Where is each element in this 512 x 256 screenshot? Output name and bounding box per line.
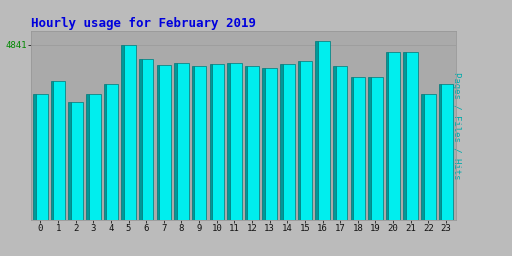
Bar [53,81,66,220]
Bar [139,59,142,220]
Bar [403,52,406,220]
Bar [69,102,71,220]
Bar [280,63,283,220]
Bar [51,81,53,220]
Bar [142,59,154,220]
Bar [441,84,453,220]
Bar [301,61,312,220]
Bar [389,52,400,220]
Bar [371,77,382,220]
Bar [386,52,389,220]
Bar [227,63,230,220]
Bar [159,65,171,220]
Bar [318,41,330,220]
Bar [192,66,195,220]
Bar [263,68,265,220]
Bar [335,66,348,220]
Bar [106,84,118,220]
Text: Hourly usage for February 2019: Hourly usage for February 2019 [31,17,255,29]
Bar [283,63,294,220]
Bar [230,63,242,220]
Bar [157,65,159,220]
Bar [351,77,353,220]
Bar [265,68,277,220]
Bar [177,63,189,220]
Bar [245,66,247,220]
Bar [209,65,212,220]
Bar [33,94,36,220]
Bar [86,94,89,220]
Bar [104,84,106,220]
Bar [195,66,206,220]
Bar [247,66,259,220]
Bar [315,41,318,220]
Bar [368,77,371,220]
Bar [121,45,124,220]
Bar [406,52,418,220]
Bar [212,65,224,220]
Bar [297,61,301,220]
Y-axis label: Pages / Files / Hits: Pages / Files / Hits [452,72,461,179]
Bar [421,94,424,220]
Bar [124,45,136,220]
Bar [439,84,441,220]
Bar [89,94,100,220]
Bar [333,66,335,220]
Bar [36,94,48,220]
Bar [424,94,436,220]
Bar [353,77,365,220]
Bar [71,102,83,220]
Bar [174,63,177,220]
